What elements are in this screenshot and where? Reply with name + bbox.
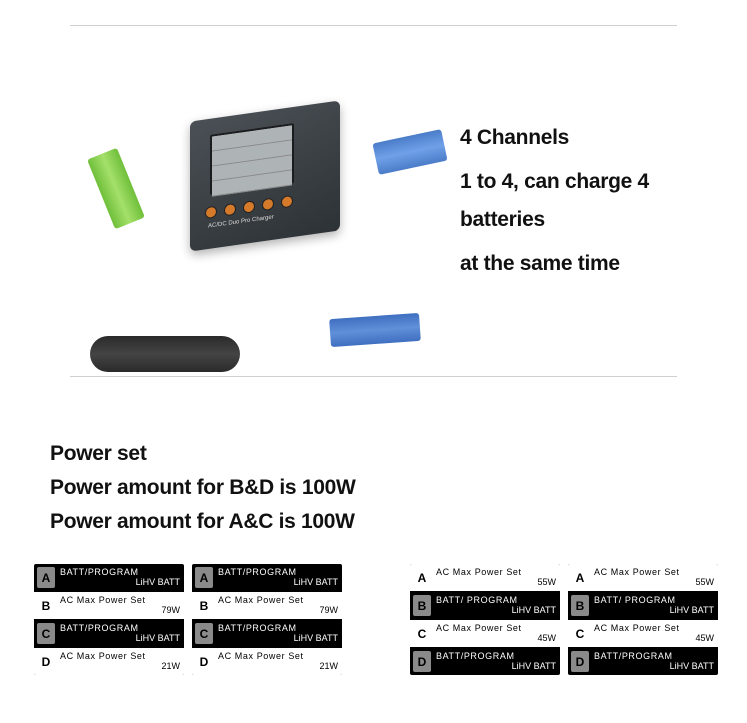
channel-badge: D <box>571 651 589 672</box>
panel-row: DBATT/PROGRAMLiHV BATT <box>410 648 560 675</box>
panel-row: DAC Max Power Set21W <box>34 648 184 675</box>
panel-cell: BATT/ PROGRAMLiHV BATT <box>592 592 718 619</box>
hero-headings: 4 Channels 1 to 4, can charge 4 batterie… <box>460 113 697 288</box>
panel-line2: LiHV BATT <box>434 662 556 671</box>
channel-badge: D <box>413 651 431 672</box>
channel-badge: B <box>571 595 589 616</box>
panel-line2: LiHV BATT <box>216 578 338 587</box>
panel-line2: LiHV BATT <box>58 634 180 643</box>
battery-blue-bottom <box>329 313 421 347</box>
panel-line2: 55W <box>434 578 556 587</box>
panel-line2: 45W <box>592 634 714 643</box>
panel-row: CAC Max Power Set45W <box>410 620 560 648</box>
channel-badge: C <box>571 623 589 644</box>
panel-line2: 55W <box>592 578 714 587</box>
panel-row: AAC Max Power Set55W <box>410 564 560 592</box>
power-heading-3: Power amount for A&C is 100W <box>50 510 697 534</box>
divider-top <box>70 25 677 26</box>
panel-row: BBATT/ PROGRAMLiHV BATT <box>410 592 560 620</box>
channel-badge: C <box>413 623 431 644</box>
panel-row: BBATT/ PROGRAMLiHV BATT <box>568 592 718 620</box>
panel-line2: 79W <box>58 606 180 615</box>
channel-badge: D <box>195 651 213 672</box>
battery-green <box>87 148 145 230</box>
lcd-panel: ABATT/PROGRAMLiHV BATTBAC Max Power Set7… <box>192 564 342 675</box>
panel-line2: LiHV BATT <box>592 662 714 671</box>
channel-badge: A <box>195 567 213 588</box>
lcd-panel: AAC Max Power Set55WBBATT/ PROGRAMLiHV B… <box>568 564 718 675</box>
panel-cell: AC Max Power Set21W <box>58 648 184 675</box>
panel-cell: AC Max Power Set45W <box>592 620 718 647</box>
panel-line2: LiHV BATT <box>592 606 714 615</box>
charger-screen <box>210 123 294 195</box>
panel-line2: LiHV BATT <box>58 578 180 587</box>
panel-row: AAC Max Power Set55W <box>568 564 718 592</box>
panel-row: DBATT/PROGRAMLiHV BATT <box>568 648 718 675</box>
channel-badge: B <box>413 595 431 616</box>
panel-line2: LiHV BATT <box>216 634 338 643</box>
panel-cell: BATT/PROGRAMLiHV BATT <box>58 564 184 591</box>
panel-cell: BATT/ PROGRAMLiHV BATT <box>434 592 560 619</box>
hero-heading-3: at the same time <box>460 245 697 283</box>
power-heading-2: Power amount for B&D is 100W <box>50 476 697 500</box>
panel-cell: BATT/PROGRAMLiHV BATT <box>216 620 342 647</box>
panels-row: ABATT/PROGRAMLiHV BATTBAC Max Power Set7… <box>0 564 747 695</box>
charger-illustration: AC/DC Duo Pro Charger <box>50 51 420 351</box>
panel-row: ABATT/PROGRAMLiHV BATT <box>34 564 184 592</box>
panel-line2: 45W <box>434 634 556 643</box>
panel-cell: AC Max Power Set55W <box>592 564 718 591</box>
panel-row: DAC Max Power Set21W <box>192 648 342 675</box>
panel-row: CBATT/PROGRAMLiHV BATT <box>34 620 184 648</box>
panel-row: CAC Max Power Set45W <box>568 620 718 648</box>
channel-badge: A <box>413 567 431 588</box>
panel-cell: AC Max Power Set45W <box>434 620 560 647</box>
divider-mid <box>70 376 677 377</box>
panel-line2: LiHV BATT <box>434 606 556 615</box>
channel-badge: D <box>37 651 55 672</box>
panel-cell: AC Max Power Set79W <box>216 592 342 619</box>
channel-badge: A <box>571 567 589 588</box>
hero-section: AC/DC Duo Pro Charger 4 Channels 1 to 4,… <box>0 51 747 351</box>
power-section: Power set Power amount for B&D is 100W P… <box>0 402 747 564</box>
lcd-panel: AAC Max Power Set55WBBATT/ PROGRAMLiHV B… <box>410 564 560 675</box>
battery-black <box>90 336 240 372</box>
panel-row: ABATT/PROGRAMLiHV BATT <box>192 564 342 592</box>
channel-badge: B <box>195 595 213 616</box>
panel-cell: BATT/PROGRAMLiHV BATT <box>216 564 342 591</box>
panels-group-right: AAC Max Power Set55WBBATT/ PROGRAMLiHV B… <box>410 564 718 675</box>
lcd-panel: ABATT/PROGRAMLiHV BATTBAC Max Power Set7… <box>34 564 184 675</box>
power-heading-1: Power set <box>50 442 697 466</box>
panel-cell: AC Max Power Set55W <box>434 564 560 591</box>
panel-cell: BATT/PROGRAMLiHV BATT <box>592 648 718 675</box>
channel-badge: A <box>37 567 55 588</box>
panel-line2: 79W <box>216 606 338 615</box>
panel-cell: BATT/PROGRAMLiHV BATT <box>58 620 184 647</box>
hero-heading-1: 4 Channels <box>460 119 697 157</box>
channel-badge: C <box>195 623 213 644</box>
panel-line2: 21W <box>216 662 338 671</box>
panel-cell: AC Max Power Set21W <box>216 648 342 675</box>
panels-group-left: ABATT/PROGRAMLiHV BATTBAC Max Power Set7… <box>34 564 342 675</box>
battery-blue-top <box>372 129 447 175</box>
hero-heading-2: 1 to 4, can charge 4 batteries <box>460 163 697 239</box>
channel-badge: C <box>37 623 55 644</box>
panel-line2: 21W <box>58 662 180 671</box>
panel-cell: BATT/PROGRAMLiHV BATT <box>434 648 560 675</box>
panel-row: BAC Max Power Set79W <box>34 592 184 620</box>
channel-badge: B <box>37 595 55 616</box>
panel-row: CBATT/PROGRAMLiHV BATT <box>192 620 342 648</box>
panel-cell: AC Max Power Set79W <box>58 592 184 619</box>
panel-row: BAC Max Power Set79W <box>192 592 342 620</box>
